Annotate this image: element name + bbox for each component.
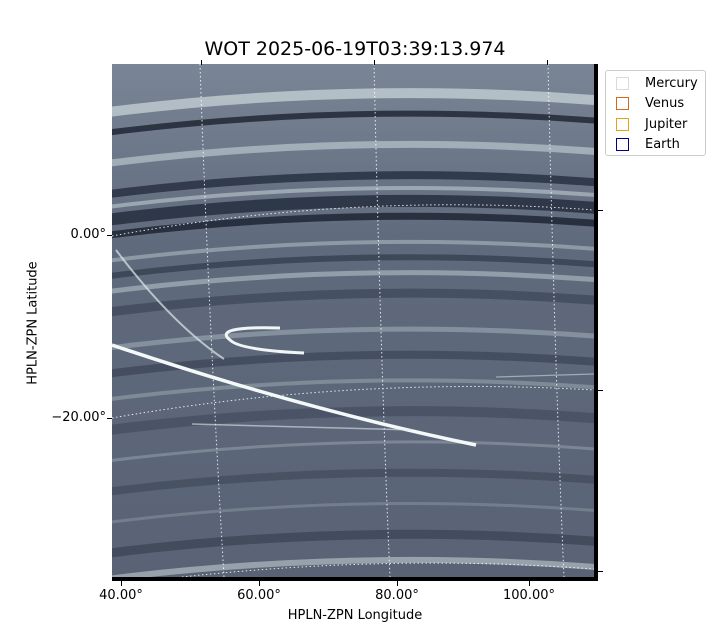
streak-band bbox=[112, 350, 594, 378]
right-tick bbox=[598, 210, 603, 211]
plot-area bbox=[112, 64, 598, 581]
left-tick bbox=[107, 418, 112, 419]
grid-line bbox=[181, 562, 594, 577]
x-axis-label: HPLN-ZPN Longitude bbox=[287, 608, 423, 623]
y-tick-label: −20.00° bbox=[51, 410, 106, 425]
right-tick bbox=[598, 390, 603, 391]
y-axis-label: HPLN-ZPN Latitude bbox=[25, 261, 41, 385]
x-tick-label: 60.00° bbox=[237, 588, 281, 603]
grid-line bbox=[112, 204, 594, 237]
streak-band bbox=[112, 185, 594, 209]
x-tick-label: 80.00° bbox=[375, 588, 419, 603]
top-tick bbox=[374, 60, 375, 65]
hook-trail bbox=[224, 326, 305, 355]
chart-title: WOT 2025-06-19T03:39:13.974 bbox=[204, 38, 506, 60]
bottom-tick bbox=[121, 581, 122, 586]
legend-swatch bbox=[616, 137, 629, 151]
legend-label: Venus bbox=[645, 95, 685, 111]
streak-band bbox=[112, 171, 594, 198]
faint-trail bbox=[495, 373, 594, 378]
faint-trail bbox=[191, 423, 413, 431]
streak-band bbox=[112, 378, 594, 401]
streak-band bbox=[112, 529, 594, 558]
bottom-tick bbox=[259, 581, 260, 586]
right-tick bbox=[598, 571, 603, 572]
streak-band bbox=[112, 556, 594, 577]
streak-band bbox=[112, 326, 594, 351]
streak-band bbox=[112, 288, 594, 317]
streak-band bbox=[112, 194, 594, 226]
top-tick bbox=[547, 60, 548, 65]
wispr-image bbox=[112, 64, 594, 577]
streak-band bbox=[112, 140, 594, 167]
streak-band bbox=[112, 212, 594, 239]
streak-band bbox=[112, 501, 594, 524]
legend: Mercury Venus Jupiter Earth bbox=[605, 70, 706, 156]
streak-band bbox=[112, 468, 594, 496]
legend-label: Jupiter bbox=[645, 116, 688, 132]
legend-swatch bbox=[616, 117, 629, 131]
streak-band bbox=[112, 270, 594, 294]
legend-item-earth: Earth bbox=[616, 136, 680, 152]
bottom-tick bbox=[397, 581, 398, 586]
diagonal-trail bbox=[115, 249, 225, 360]
streak-band bbox=[112, 440, 594, 462]
y-tick-label: 0.00° bbox=[70, 227, 106, 242]
legend-label: Mercury bbox=[645, 75, 698, 91]
bright-trail bbox=[112, 343, 477, 447]
legend-item-mercury: Mercury bbox=[616, 75, 698, 91]
x-tick-label: 100.00° bbox=[503, 588, 555, 603]
streak-band bbox=[112, 254, 594, 279]
grid-line bbox=[112, 386, 594, 419]
legend-item-venus: Venus bbox=[616, 95, 684, 111]
top-tick bbox=[201, 60, 202, 65]
bottom-tick bbox=[529, 581, 530, 586]
legend-swatch bbox=[616, 76, 629, 90]
legend-item-jupiter: Jupiter bbox=[616, 116, 687, 132]
streak-band bbox=[112, 110, 594, 136]
legend-label: Earth bbox=[645, 136, 680, 152]
legend-swatch bbox=[616, 96, 629, 110]
left-tick bbox=[107, 235, 112, 236]
streak-band bbox=[112, 406, 594, 435]
streak-band bbox=[112, 88, 594, 117]
x-tick-label: 40.00° bbox=[99, 588, 143, 603]
streak-band bbox=[112, 239, 594, 263]
